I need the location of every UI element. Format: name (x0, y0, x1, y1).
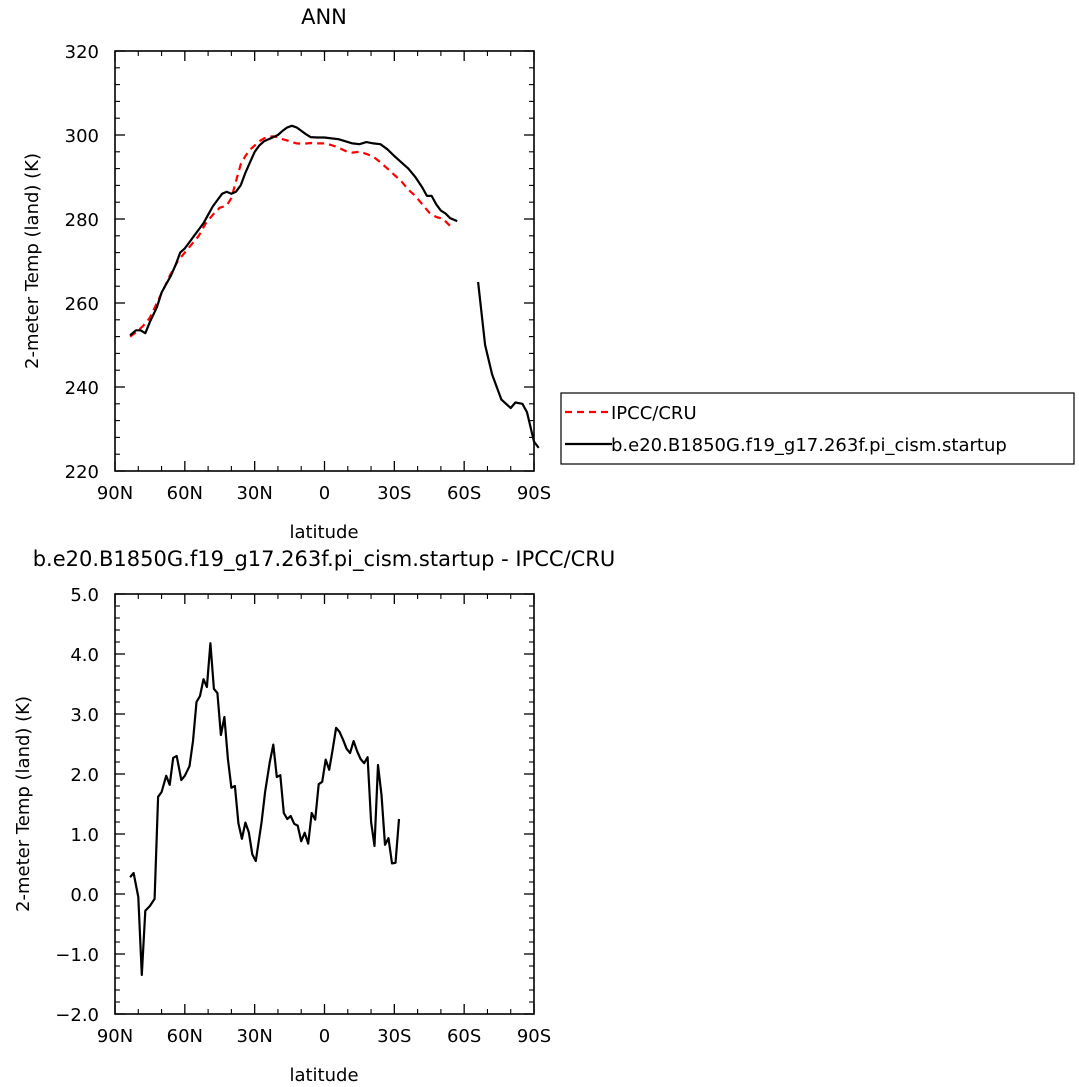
top-y-tick-label: 320 (65, 42, 99, 63)
bottom-y-tick-label: −2.0 (55, 1005, 99, 1026)
top-chart-ylabel: 2-meter Temp (land) (K) (22, 153, 43, 369)
bottom-y-tick-label: 4.0 (70, 645, 99, 666)
bottom-chart-ylabel: 2-meter Temp (land) (K) (13, 696, 34, 912)
top-y-tick-label: 240 (65, 378, 99, 399)
bottom-x-tick-label: 90N (97, 1026, 133, 1047)
top-chart-title: ANN (301, 5, 347, 29)
bottom-x-tick-label: 0 (319, 1026, 330, 1047)
top-y-tick-label: 280 (65, 210, 99, 231)
top-x-tick-label: 60S (447, 483, 481, 504)
top-series-line-b-e20-b1850g-f19-g17-263f-pi-cism-startup (129, 124, 458, 337)
bottom-y-tick-label: 1.0 (70, 825, 99, 846)
top-x-tick-label: 0 (319, 483, 330, 504)
bottom-x-tick-label: 30N (236, 1026, 272, 1047)
bottom-x-tick-label: 90S (517, 1026, 551, 1047)
top-chart-axes: 90N 60N 30N 0 30S 60S 90S 220 240 260 280 300 320 (65, 42, 552, 504)
top-x-tick-label: 60N (167, 483, 203, 504)
top-chart-lines (129, 124, 540, 449)
bottom-y-tick-label: 2.0 (70, 765, 99, 786)
bottom-chart-axes: 90N 60N 30N 0 30S 60S 90S −2.0 −1.0 0.0 1.0 2.0 3.0 4… (55, 585, 551, 1047)
legend: IPCC/CRU b.e20.B1850G.f19_g17.263f.pi_ci… (560, 392, 1075, 465)
legend-label-ipcc-cru: IPCC/CRU (611, 403, 697, 424)
bottom-y-tick-label: −1.0 (55, 945, 99, 966)
top-y-tick-label: 300 (65, 126, 99, 147)
bottom-y-tick-label: 5.0 (70, 585, 99, 606)
bottom-x-tick-label: 30S (377, 1026, 411, 1047)
bottom-chart: b.e20.B1850G.f19_g17.263f.pi_cism.startu… (13, 547, 615, 1086)
bottom-chart-frame (114, 593, 535, 1015)
top-x-tick-label: 30N (236, 483, 272, 504)
top-y-tick-label: 260 (65, 294, 99, 315)
bottom-chart-lines (129, 642, 401, 977)
top-chart-xlabel: latitude (289, 522, 358, 543)
legend-label-model: b.e20.B1850G.f19_g17.263f.pi_cism.startu… (611, 435, 1007, 456)
bottom-series-line-difference (129, 642, 401, 977)
bottom-x-tick-label: 60S (447, 1026, 481, 1047)
bottom-chart-xlabel: latitude (289, 1065, 358, 1086)
top-x-tick-label: 90N (97, 483, 133, 504)
bottom-x-tick-label: 60N (167, 1026, 203, 1047)
bottom-y-tick-label: 0.0 (70, 885, 99, 906)
bottom-y-tick-label: 3.0 (70, 705, 99, 726)
top-x-tick-label: 90S (517, 483, 551, 504)
top-series-line-ipcc-cru (129, 135, 451, 338)
top-chart: ANN 90N 60N 30N 0 30S 60S 90S 220 240 260 280 300 32… (22, 5, 551, 543)
top-series-line-b-e20-b1850g-f19-g17-263f-pi-cism-startup (477, 281, 540, 449)
top-x-tick-label: 30S (377, 483, 411, 504)
top-y-tick-label: 220 (65, 462, 99, 483)
bottom-chart-title: b.e20.B1850G.f19_g17.263f.pi_cism.startu… (33, 547, 616, 572)
legend-box (560, 392, 1075, 465)
